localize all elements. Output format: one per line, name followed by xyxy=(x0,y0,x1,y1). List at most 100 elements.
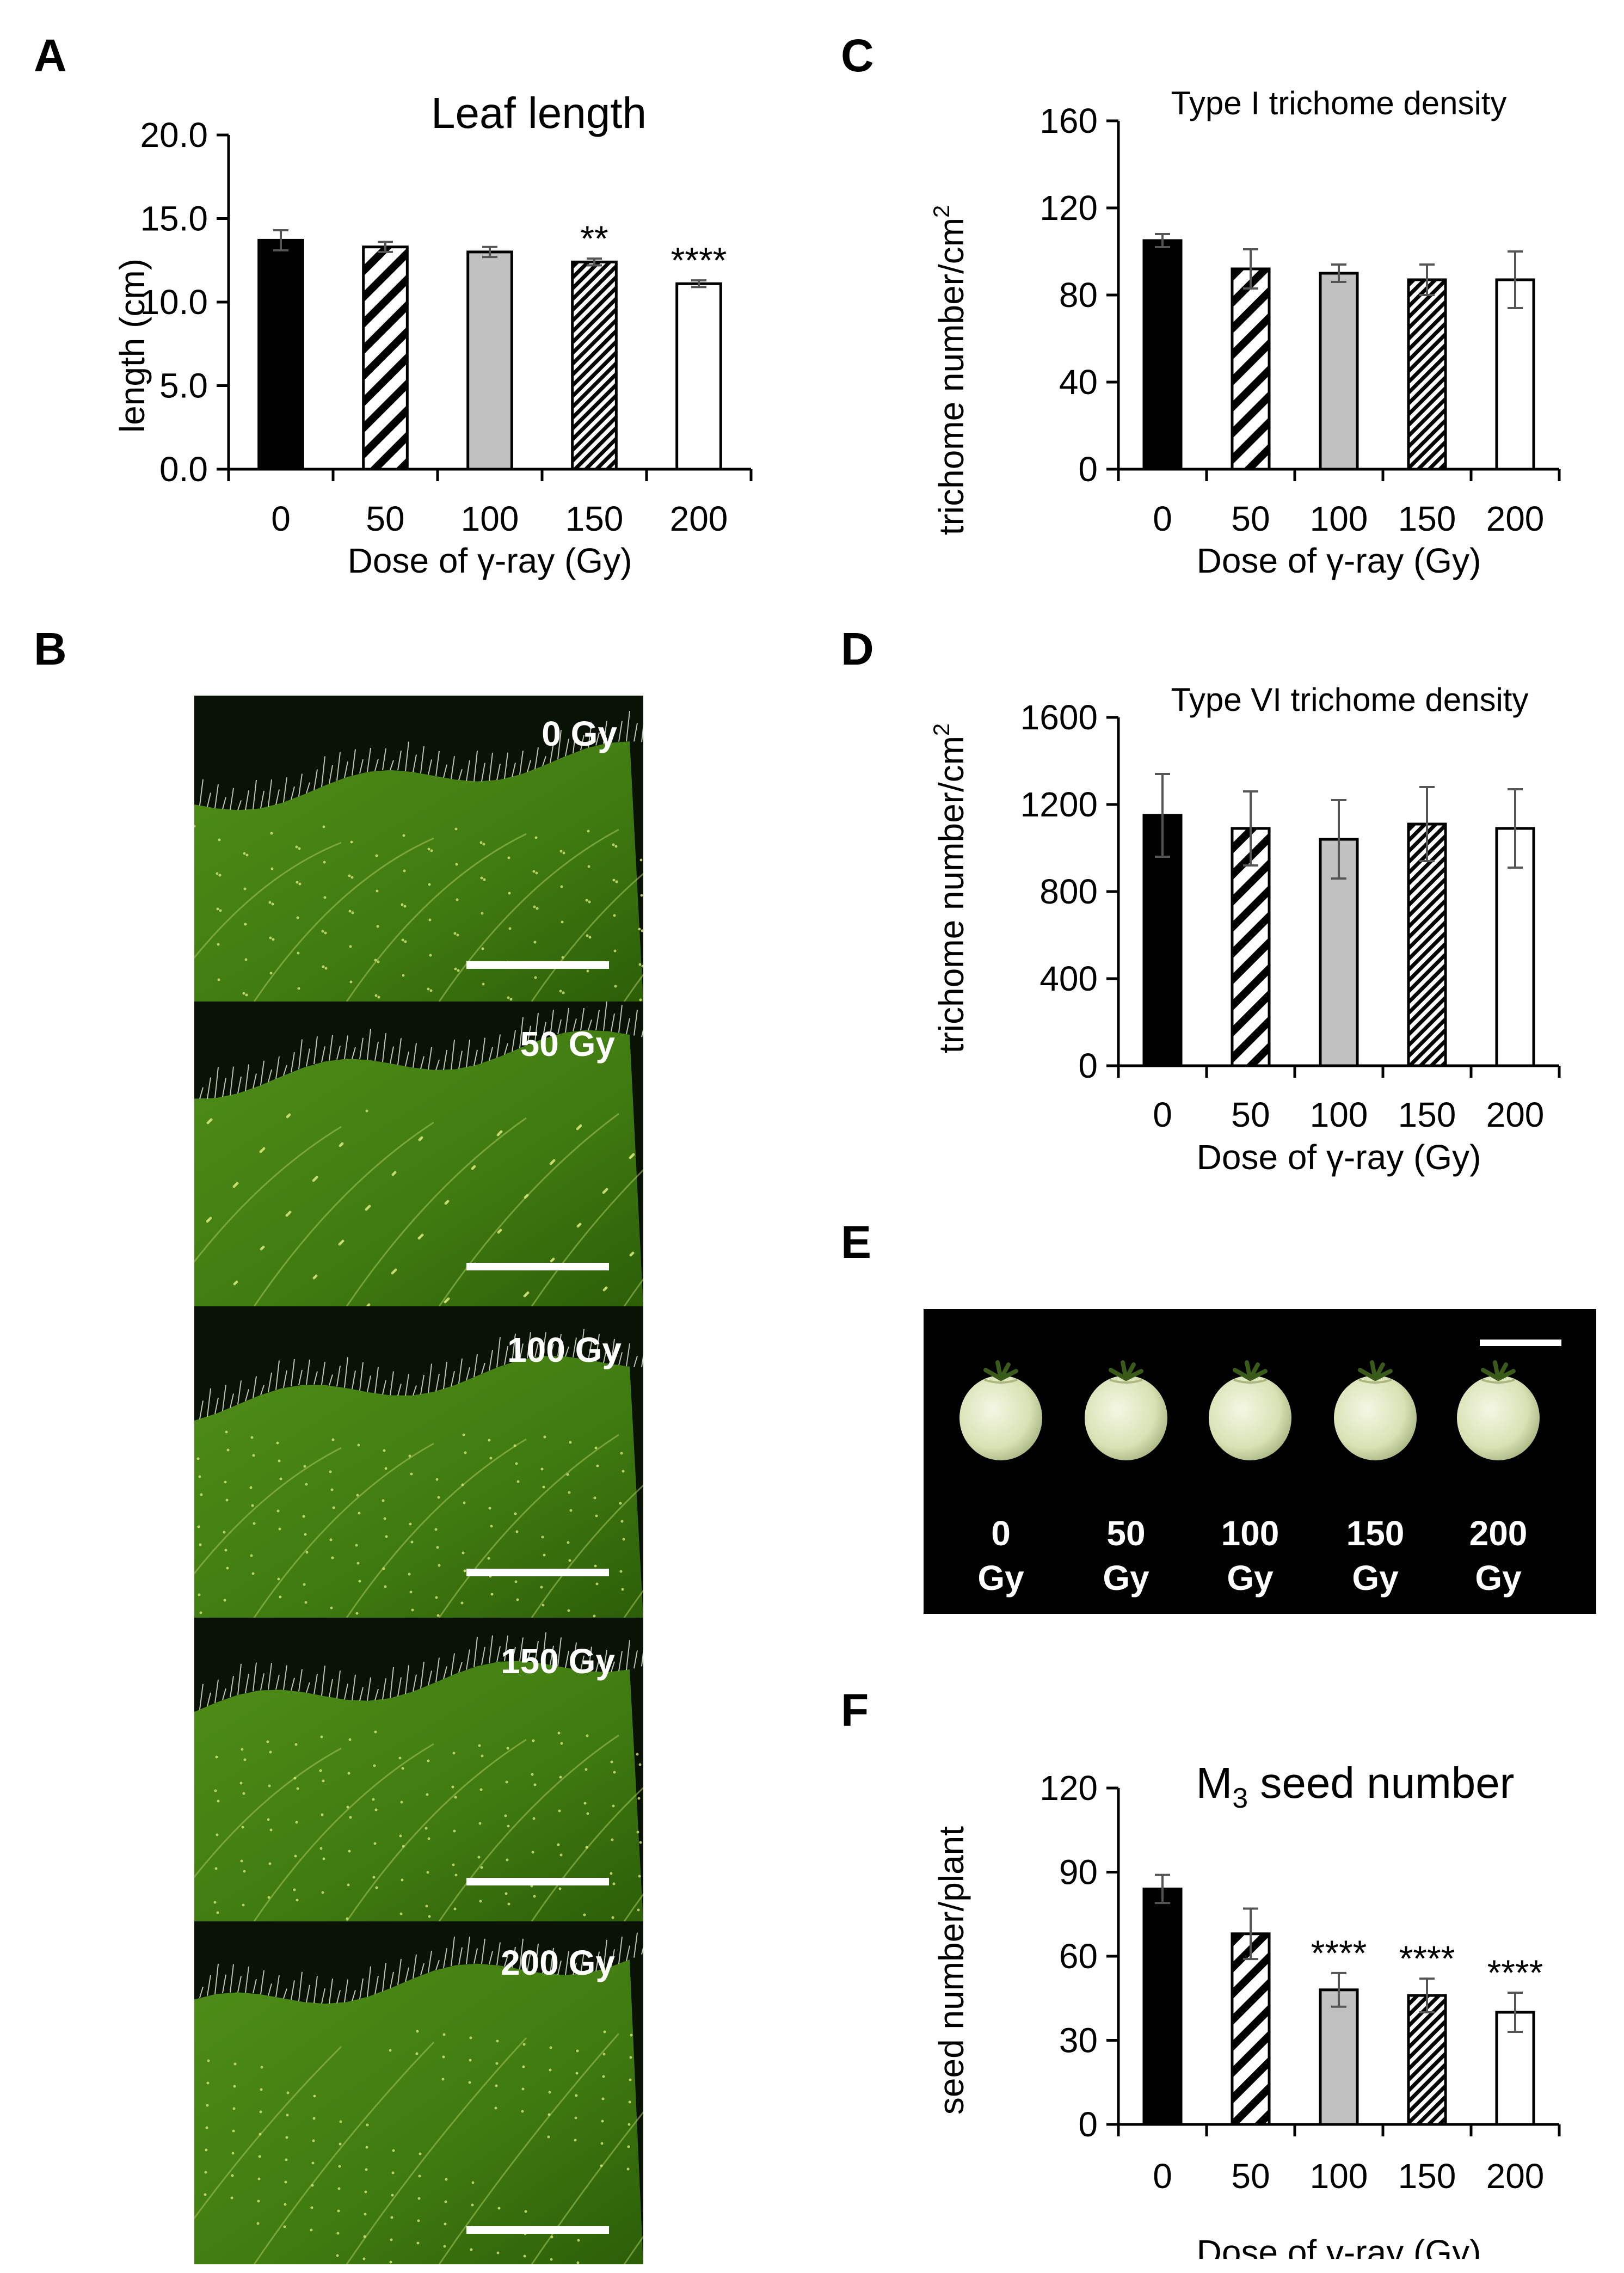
fruit-unit-label: Gy xyxy=(977,1558,1024,1598)
significance-label: **** xyxy=(671,240,727,280)
significance-label: **** xyxy=(1487,1952,1543,1993)
bar-200 xyxy=(1495,278,1535,471)
y-tick-label: 90 xyxy=(1059,1853,1098,1892)
x-tick-label: 150 xyxy=(1398,2157,1456,2196)
leaf-photo-200gy: 200 Gy xyxy=(194,1921,643,2264)
y-tick-label: 120 xyxy=(1039,188,1098,228)
x-tick-label: 200 xyxy=(1486,499,1545,538)
y-tick-label: 5.0 xyxy=(159,366,208,406)
y-tick-label: 30 xyxy=(1059,2021,1098,2060)
scale-bar xyxy=(466,1878,609,1885)
y-tick-label: 400 xyxy=(1039,959,1098,998)
y-tick-label: 80 xyxy=(1059,275,1098,315)
x-axis-label: Dose of γ-ray (Gy) xyxy=(1197,2233,1481,2259)
panel-letter-c: C xyxy=(841,30,874,81)
x-tick-label: 50 xyxy=(1231,2157,1270,2196)
y-tick-label: 15.0 xyxy=(140,199,208,238)
significance-label: **** xyxy=(1399,1938,1455,1979)
leaf-image xyxy=(194,1306,643,1618)
x-tick-label: 100 xyxy=(1310,1095,1368,1134)
y-tick-label: 1200 xyxy=(1020,785,1098,824)
bar-100 xyxy=(1319,272,1359,471)
fruit-dose-label: 200 xyxy=(1469,1514,1528,1553)
leaf-photo-label: 200 Gy xyxy=(501,1943,615,1982)
leaf-image xyxy=(194,1921,643,2264)
bar-0 xyxy=(257,238,304,471)
bar-150 xyxy=(571,260,618,471)
scale-bar xyxy=(466,2226,609,2234)
y-axis-label: trichome number/cm2 xyxy=(928,723,971,1053)
x-tick-label: 100 xyxy=(1310,499,1368,538)
chart-a-leaf-length: Leaf length 0.0 5.0 10.0 15.0 20.0 0 50 100 ** 150… xyxy=(113,89,753,580)
leaf-photo-50gy: 50 Gy xyxy=(194,1002,643,1306)
chart-title: Type VI trichome density xyxy=(1171,681,1529,718)
fruit-dose-label: 0 xyxy=(991,1514,1011,1553)
significance-label: **** xyxy=(1311,1933,1367,1973)
fruit-unit-label: Gy xyxy=(1352,1558,1399,1598)
panel-letter-e: E xyxy=(841,1217,872,1268)
panel-letter-a: A xyxy=(34,30,67,81)
bar-150 xyxy=(1407,278,1447,471)
leaf-image xyxy=(194,1002,643,1306)
bar-50 xyxy=(1231,267,1271,471)
scale-bar xyxy=(466,1263,609,1270)
scale-bar xyxy=(466,1569,609,1576)
x-tick-label: 200 xyxy=(1486,2157,1545,2196)
chart-title: Type I trichome density xyxy=(1171,85,1507,121)
leaf-image xyxy=(194,1618,643,1921)
chart-title: Leaf length xyxy=(431,89,647,137)
fruit-50-gy xyxy=(1085,1360,1167,1460)
significance-label: ** xyxy=(580,218,608,259)
leaf-photo-label: 50 Gy xyxy=(520,1024,615,1064)
leaf-image xyxy=(194,696,643,1002)
leaf-photo-label: 150 Gy xyxy=(501,1642,615,1681)
leaf-photo-label: 0 Gy xyxy=(542,714,617,753)
x-tick-label: 100 xyxy=(461,499,519,538)
fruit-200-gy xyxy=(1457,1360,1540,1460)
fruit-dose-label: 150 xyxy=(1346,1514,1405,1553)
x-tick-label: 0 xyxy=(1153,2157,1172,2196)
y-axis-label: length (cm) xyxy=(113,259,152,433)
leaf-photo-150gy: 150 Gy xyxy=(194,1618,643,1921)
leaf-photo-100gy: 100 Gy xyxy=(194,1306,643,1618)
bar-50 xyxy=(1231,1932,1271,2126)
x-tick-label: 200 xyxy=(1486,1095,1545,1134)
fruit-150-gy xyxy=(1334,1360,1417,1460)
chart-title: M3 seed number xyxy=(1196,1759,1515,1814)
bar-0 xyxy=(1142,239,1183,471)
bar-100 xyxy=(466,250,513,471)
y-tick-label: 1600 xyxy=(1020,698,1098,737)
x-tick-label: 100 xyxy=(1310,2157,1368,2196)
y-tick-label: 60 xyxy=(1059,1937,1098,1976)
y-tick-label: 10.0 xyxy=(140,282,208,322)
x-axis-label: Dose of γ-ray (Gy) xyxy=(1197,541,1481,580)
chart-c-type-i-trichome-density: Type I trichome density 0 40 80 120 160 0 50 100… xyxy=(928,85,1561,580)
leaf-photo-0gy: 0 Gy xyxy=(194,696,643,1002)
y-tick-label: 800 xyxy=(1039,872,1098,911)
y-axis-label: trichome number/cm2 xyxy=(928,205,971,535)
scale-bar xyxy=(1480,1340,1561,1346)
fruit-unit-label: Gy xyxy=(1103,1558,1149,1598)
x-tick-label: 0 xyxy=(1153,1095,1172,1134)
x-tick-label: 200 xyxy=(670,499,728,538)
y-tick-label: 20.0 xyxy=(140,115,208,155)
fruit-image xyxy=(959,1360,1540,1460)
y-tick-label: 40 xyxy=(1059,363,1098,402)
chart-d-type-vi-trichome-density: Type VI trichome density 0 400 800 1200 1600 0… xyxy=(928,681,1561,1177)
fruit-unit-label: Gy xyxy=(1475,1558,1522,1598)
x-tick-label: 50 xyxy=(366,499,404,538)
x-tick-label: 50 xyxy=(1231,499,1270,538)
y-tick-label: 0 xyxy=(1078,1046,1098,1085)
x-tick-label: 0 xyxy=(271,499,291,538)
fruit-dose-label: 50 xyxy=(1106,1514,1146,1553)
x-tick-label: 150 xyxy=(1398,499,1456,538)
bar-0 xyxy=(1142,1887,1183,2126)
x-tick-label: 150 xyxy=(1398,1095,1456,1134)
y-tick-label: 160 xyxy=(1039,101,1098,140)
fruit-unit-label: Gy xyxy=(1227,1558,1274,1598)
panel-letter-b: B xyxy=(34,623,67,674)
x-tick-label: 50 xyxy=(1231,1095,1270,1134)
scale-bar xyxy=(466,961,609,969)
x-axis-label: Dose of γ-ray (Gy) xyxy=(348,541,632,580)
fruit-dose-label: 100 xyxy=(1221,1514,1279,1553)
